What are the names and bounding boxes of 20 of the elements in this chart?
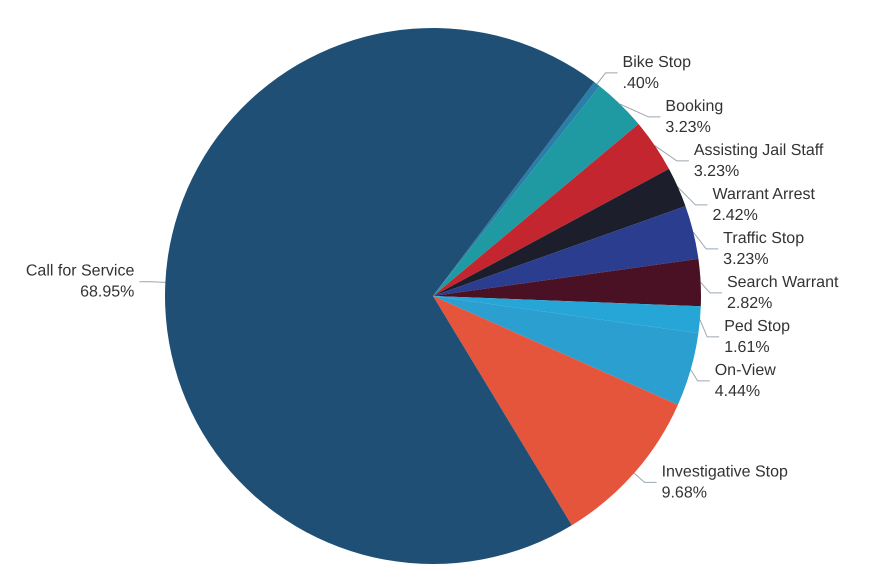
data-label: 3.23% (723, 250, 769, 268)
slice-label: Bike Stop (622, 54, 692, 71)
slice-label: Booking (665, 98, 724, 115)
data-label: .40% (622, 74, 659, 92)
slice-label: Investigative Stop (662, 463, 788, 480)
data-label: 68.95% (80, 284, 134, 301)
data-label: 3.23% (665, 118, 711, 136)
data-label: 9.68% (662, 484, 707, 502)
data-label: 3.23% (694, 162, 740, 180)
slice-label: Call for Service (26, 262, 134, 280)
data-label: 2.82% (726, 294, 772, 312)
slice-label: On-View (714, 362, 776, 379)
slice-label: Ped Stop (724, 318, 790, 335)
slice-label: Traffic Stop (723, 230, 804, 247)
data-label: 1.61% (724, 338, 770, 356)
slice-label: Search Warrant (726, 274, 839, 291)
slice-label: Assisting Jail Staff (694, 142, 824, 159)
data-label: 4.44% (714, 382, 760, 400)
slice-label: Warrant Arrest (712, 186, 816, 203)
data-label: 2.42% (712, 206, 758, 224)
